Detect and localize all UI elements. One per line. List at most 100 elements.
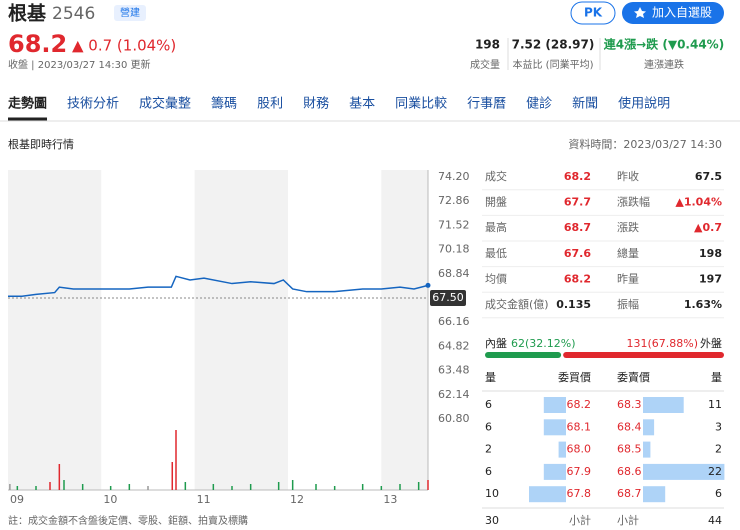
ask-bar <box>643 419 655 436</box>
quote-value: 197 <box>699 272 722 285</box>
ask-bar <box>643 486 666 503</box>
stat-value: 7.52 (28.97) <box>512 38 595 52</box>
volume-bar <box>128 484 131 490</box>
reference-box <box>430 290 466 306</box>
price: 68.2 <box>8 30 67 58</box>
y-tick-label: 60.80 <box>438 412 470 425</box>
inner-text: 62(32.12%) <box>511 337 576 350</box>
volume-bar <box>333 486 336 490</box>
star-icon <box>634 7 646 18</box>
book-header: 量 <box>485 371 496 384</box>
inner-label: 內盤 <box>485 337 507 350</box>
subtotal-label: 小計 <box>617 513 639 527</box>
volume-bar <box>58 464 61 490</box>
bid-qty: 6 <box>485 465 492 478</box>
volume-bar <box>427 480 429 490</box>
stat-label: 本益比 (同業平均) <box>513 58 594 71</box>
bid-qty: 2 <box>485 443 492 456</box>
volume-bar <box>35 486 37 490</box>
time-band <box>194 170 288 490</box>
tab[interactable]: 股利 <box>257 97 283 112</box>
tab[interactable]: 基本 <box>349 97 375 112</box>
quote-label: 昨量 <box>617 272 639 285</box>
time-band <box>381 170 428 490</box>
pk-label[interactable]: PK <box>584 6 603 20</box>
tab[interactable]: 同業比較 <box>395 96 447 112</box>
quote-value: 68.2 <box>564 272 591 285</box>
bid-price: 67.9 <box>567 465 592 478</box>
volume-bar <box>231 486 233 490</box>
footnote: 註：成交金額不含盤後定價、零股、鉅額、拍賣及標購 <box>8 514 248 527</box>
bid-bar <box>543 397 566 413</box>
stat-label: 成交量 <box>470 58 500 71</box>
x-tick-label: 10 <box>103 493 117 506</box>
volume-bar <box>16 486 19 490</box>
stock-name: 根基 <box>8 2 47 25</box>
tab[interactable]: 走勢圖 <box>8 96 47 112</box>
badge: 營建 <box>120 6 140 19</box>
ask-total: 44 <box>708 514 722 527</box>
ask-bar <box>643 441 651 458</box>
tab[interactable]: 財務 <box>303 97 329 112</box>
ask-price: 68.4 <box>617 420 642 433</box>
status: 收盤 | 2023/03/27 14:30 更新 <box>8 58 151 71</box>
volume-bar <box>63 480 65 490</box>
outer-text: 131(67.88%) <box>626 337 698 350</box>
bid-price: 68.1 <box>567 420 592 433</box>
tab[interactable]: 技術分析 <box>67 97 119 112</box>
stat-label: 連漲連跌 <box>644 58 684 71</box>
quote-label: 漲跌 <box>617 220 639 234</box>
book-header: 委買價 <box>558 370 591 384</box>
subtotal-label: 小計 <box>569 513 591 527</box>
bid-qty: 10 <box>485 487 499 500</box>
stock-code: 2546 <box>52 4 95 24</box>
badge-bg <box>114 5 146 21</box>
tab[interactable]: 使用說明 <box>618 96 670 112</box>
x-tick-label: 12 <box>290 493 304 506</box>
volume-bar <box>171 462 174 490</box>
tab[interactable]: 籌碼 <box>211 97 237 112</box>
ask-qty: 11 <box>708 398 722 411</box>
watch-button[interactable] <box>622 2 724 24</box>
bid-bar <box>558 441 566 458</box>
bid-qty: 6 <box>485 420 492 433</box>
y-tick-label: 62.14 <box>438 388 470 401</box>
quote-value: 198 <box>699 247 722 260</box>
tab[interactable]: 成交彙整 <box>139 96 191 112</box>
ask-price: 68.3 <box>617 398 642 411</box>
watch-label[interactable]: 加入自選股 <box>652 6 712 20</box>
quote-label: 昨收 <box>617 169 639 183</box>
volume-bar <box>417 482 420 490</box>
stat-value: 連4漲→跌 (▼0.44%) <box>604 37 724 52</box>
inner-bar <box>485 352 562 358</box>
quote-label: 均價 <box>485 271 507 285</box>
volume-bar <box>81 484 84 490</box>
bid-bar <box>543 463 566 480</box>
pk-button[interactable] <box>570 1 616 25</box>
quote-label: 成交金額(億) <box>485 297 549 311</box>
volume-bar <box>147 486 149 490</box>
y-tick-label: 72.86 <box>438 194 470 207</box>
data-time: 資料時間：2023/03/27 14:30 <box>568 137 722 151</box>
outer-bar <box>563 352 724 358</box>
quote-value: ▲1.04% <box>675 196 722 209</box>
y-tick-label: 63.48 <box>438 364 470 377</box>
ask-price: 68.6 <box>617 465 642 478</box>
volume-bar <box>380 486 383 490</box>
quote-label: 振幅 <box>617 297 639 311</box>
ask-price: 68.7 <box>617 487 642 500</box>
ask-bar <box>643 463 725 480</box>
tab[interactable]: 行事曆 <box>467 97 506 112</box>
tab[interactable]: 新聞 <box>572 96 598 112</box>
time-band <box>288 170 382 490</box>
volume-bar <box>49 482 51 490</box>
quote-value: 0.135 <box>556 298 591 311</box>
quote-value: 68.7 <box>564 221 591 234</box>
tab[interactable]: 健診 <box>526 96 552 112</box>
quote-value: 1.63% <box>684 298 722 311</box>
quote-label: 開盤 <box>485 196 507 209</box>
outer-label: 外盤 <box>700 337 722 350</box>
quote-label: 成交 <box>485 169 507 183</box>
ask-bar <box>643 397 684 413</box>
